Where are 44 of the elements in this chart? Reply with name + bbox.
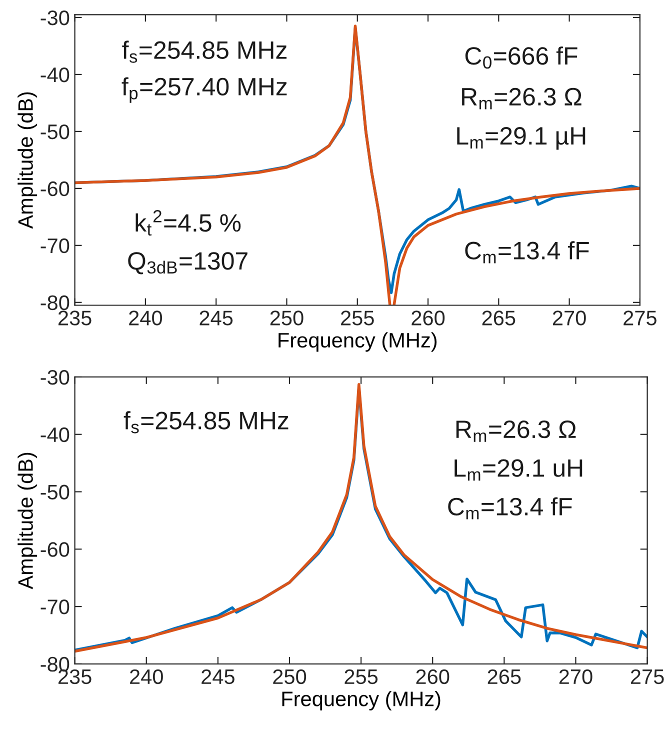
x-tick-label: 240 [129,310,162,326]
y-axis-title: Amplitude (dB) [18,452,38,590]
y-tick-label: -30 [40,370,70,385]
y-tick-label: -30 [40,10,70,26]
y-tick-label: -70 [40,600,70,614]
y-tick-label: -50 [40,484,70,500]
x-tick-label: 245 [200,310,233,326]
annotation: f$_{s}$=254.85 MHz [122,40,287,63]
y-tick-label: -70 [40,238,70,254]
x-tick-label: 270 [552,310,586,326]
x-tick-label: 265 [488,669,521,684]
x-tick-label: 235 [58,310,92,326]
x-axis-title: Frequency (MHz) [278,332,437,352]
y-tick-label: -60 [40,542,70,557]
annotation: L$_{m}$=29.1 uH [454,459,582,481]
x-tick-label: 240 [130,669,163,684]
y-tick-label: -40 [40,427,70,442]
y-tick-label: -60 [40,181,70,196]
x-tick-label: 250 [270,310,304,326]
annotation: f$_{s}$=254.85 MHz [124,411,288,434]
annotation: C$_{0}$=666 fF [465,46,578,69]
x-tick-label: 255 [344,669,378,684]
annotation: R$_{m}$=26.3 Ω [456,420,576,442]
annotation: R$_{m}$=26.3 Ω [462,88,582,110]
x-tick-label: 270 [559,669,592,684]
annotation: C$_{m}$=13.4 fF [448,497,572,520]
x-tick-label: 245 [202,669,234,684]
x-tick-label: 275 [630,669,664,684]
y-tick-label: -40 [40,67,70,82]
x-tick-label: 250 [273,669,306,684]
annotation: C$_{m}$=13.4 fF [465,241,589,264]
annotation: f$_{p}$=257.40 MHz [122,77,287,103]
y-axis-title: Amplitude (dB) [18,92,38,229]
x-tick-label: 265 [482,310,516,326]
x-tick-label: 255 [341,310,374,326]
x-tick-label: 275 [624,310,656,326]
y-tick-label: -80 [40,295,70,310]
x-tick-label: 260 [416,669,450,684]
annotation: L$_{m}$=29.1 µH [457,127,586,150]
x-tick-label: 260 [412,310,445,326]
annotation: k$_{t}$$^{2}$=4.5 % [136,210,241,236]
annotation: Q$_{3dB}$=1307 [128,252,248,274]
x-axis-title: Frequency (MHz) [282,690,440,710]
y-tick-label: -50 [40,124,70,140]
